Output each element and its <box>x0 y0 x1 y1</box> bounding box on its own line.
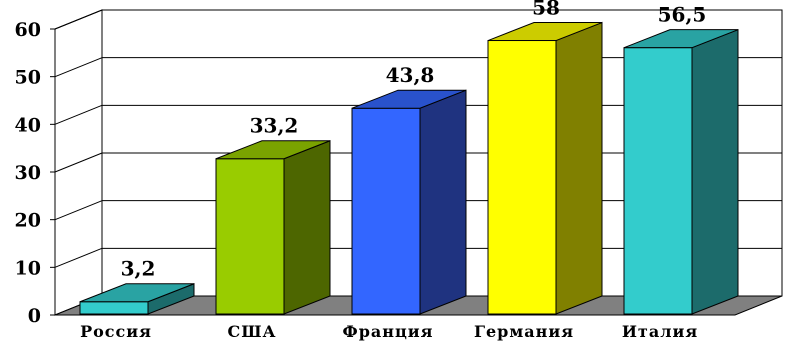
gridline-side <box>54 9 103 30</box>
category-label: США <box>227 322 276 341</box>
category-label: Германия <box>474 322 574 341</box>
bar-side <box>283 140 331 315</box>
y-tick-label: 60 <box>15 19 41 41</box>
y-tick-label: 20 <box>15 210 41 232</box>
category-label: Италия <box>622 322 698 341</box>
gridline-side <box>54 247 103 268</box>
bar-front <box>79 301 149 315</box>
data-label: 58 <box>532 0 560 20</box>
bar-front <box>215 158 285 315</box>
bar <box>487 21 603 315</box>
y-tick-label: 0 <box>28 305 41 327</box>
data-label: 43,8 <box>386 63 435 87</box>
y-tick-label: 10 <box>15 257 41 279</box>
labels-group: 3,2 Россия 33,2 США 43,8 Франция 58 Германия 56,… <box>80 0 706 341</box>
y-tick-label: 50 <box>15 67 41 89</box>
bar-top <box>79 283 195 303</box>
category-label: Франция <box>343 322 434 341</box>
gridline-side <box>54 152 103 173</box>
category-label: Россия <box>80 322 152 341</box>
bar <box>215 140 331 315</box>
gridline-side <box>54 104 103 125</box>
y-tick-label: 40 <box>15 114 41 136</box>
gridline-side <box>54 57 103 78</box>
bar-side <box>555 21 603 315</box>
y-axis: 0 10 20 30 40 50 60 <box>15 19 56 327</box>
bars-group <box>79 21 739 315</box>
bar-top <box>215 140 331 160</box>
bar <box>79 283 195 315</box>
bar-top <box>487 22 603 42</box>
bar-side <box>419 89 467 315</box>
bar-top <box>351 89 467 109</box>
y-tick-label: 30 <box>15 162 41 184</box>
bar-side <box>691 28 739 315</box>
gridline-side <box>54 200 103 221</box>
data-label: 33,2 <box>250 114 299 138</box>
bar-front <box>487 40 557 315</box>
data-label: 3,2 <box>121 257 156 281</box>
bar-front <box>623 47 693 315</box>
bar <box>351 89 467 315</box>
bar-front <box>351 107 421 315</box>
bar <box>623 28 739 315</box>
bar-top <box>623 29 739 49</box>
data-label: 56,5 <box>658 3 707 27</box>
